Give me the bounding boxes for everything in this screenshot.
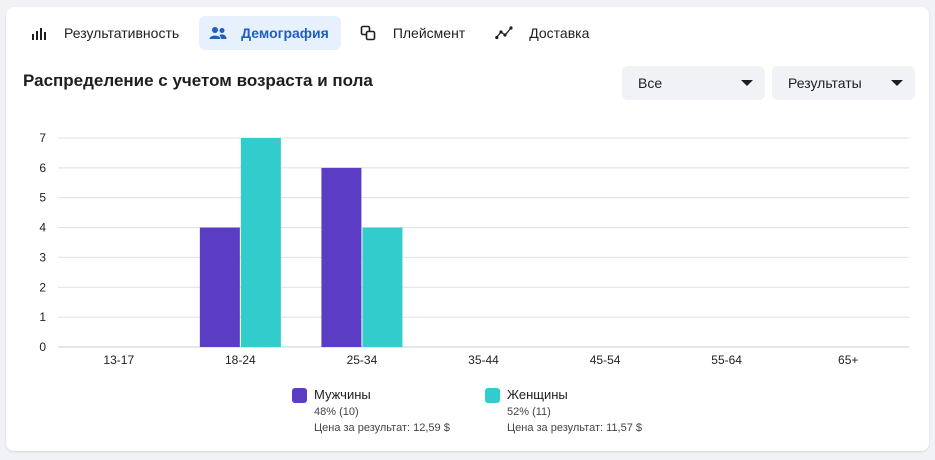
- x-tick-label: 35-44: [468, 353, 499, 367]
- audience-dropdown[interactable]: Все: [622, 66, 765, 100]
- bar-chart-icon: [30, 24, 48, 42]
- bar-women: [362, 227, 403, 347]
- x-tick-label: 13-17: [103, 353, 134, 367]
- tab-bar: Результативность Демография Плейсмент: [20, 16, 609, 50]
- section-title: Распределение с учетом возраста и пола: [23, 71, 373, 90]
- legend-cost-men: Цена за результат: 12,59 $: [314, 422, 450, 434]
- y-tick-label: 0: [39, 340, 46, 354]
- tab-demographics-label: Демография: [241, 25, 329, 41]
- chevron-down-icon: [891, 80, 903, 86]
- legend-name-women: Женщины: [507, 387, 568, 402]
- tab-placement[interactable]: Плейсмент: [349, 16, 477, 50]
- y-tick-label: 5: [39, 191, 46, 205]
- tab-placement-label: Плейсмент: [392, 25, 466, 41]
- legend-swatch-women: [485, 388, 500, 403]
- x-tick-label: 18-24: [225, 353, 256, 367]
- legend-name-men: Мужчины: [314, 387, 371, 402]
- y-tick-label: 4: [39, 221, 46, 235]
- bar-men: [199, 227, 240, 347]
- legend-cost-women: Цена за результат: 11,57 $: [507, 422, 643, 434]
- y-tick-label: 2: [39, 280, 46, 294]
- tab-delivery-label: Доставка: [529, 25, 590, 41]
- audience-dropdown-value: Все: [638, 75, 663, 91]
- metric-dropdown-value: Результаты: [788, 75, 862, 91]
- delivery-icon: [495, 24, 513, 42]
- y-tick-label: 6: [39, 161, 46, 175]
- x-tick-label: 45-54: [590, 353, 621, 367]
- x-tick-label: 65+: [838, 353, 858, 367]
- tab-demographics[interactable]: Демография: [199, 16, 341, 50]
- placement-icon: [359, 24, 377, 42]
- tab-delivery[interactable]: Доставка: [485, 16, 601, 50]
- age-gender-bar-chart: 0 1 2 3 4 5 6 7 13-17 18-24 25-34 35-44 45-54 55-64 65…: [39, 131, 909, 367]
- chevron-down-icon: [741, 80, 753, 86]
- legend-swatch-men: [292, 388, 307, 403]
- y-tick-label: 1: [39, 310, 46, 324]
- legend-share-women: 52% (11): [507, 406, 551, 418]
- y-tick-label: 3: [39, 250, 46, 264]
- bar-women: [240, 138, 281, 347]
- metric-dropdown[interactable]: Результаты: [772, 66, 915, 100]
- demographics-card: Результативность Демография Плейсмент: [6, 7, 929, 451]
- tab-performance[interactable]: Результативность: [20, 16, 191, 50]
- x-tick-label: 55-64: [711, 353, 742, 367]
- legend-share-men: 48% (10): [314, 406, 359, 418]
- people-icon: [209, 24, 227, 42]
- y-tick-label: 7: [39, 131, 46, 145]
- x-tick-label: 25-34: [347, 353, 378, 367]
- bar-men: [321, 167, 362, 347]
- tab-performance-label: Результативность: [64, 25, 180, 41]
